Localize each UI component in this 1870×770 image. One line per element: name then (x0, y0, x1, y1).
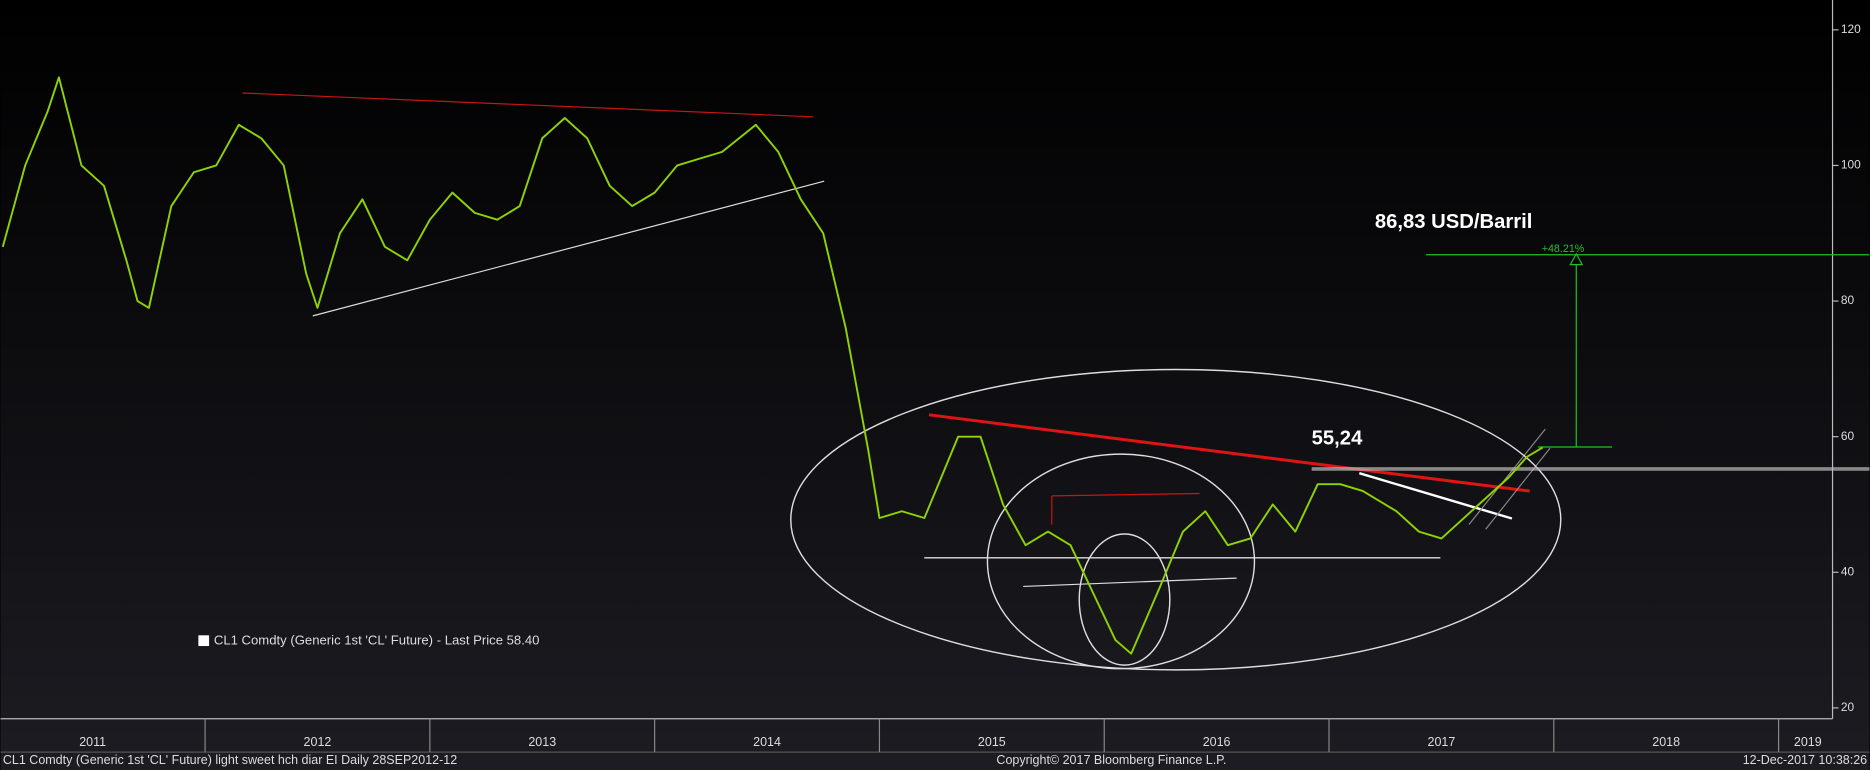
channel (1485, 447, 1551, 530)
y-tick-label: 80 (1841, 293, 1855, 307)
legend-swatch (198, 635, 210, 647)
x-tick-label: 2017 (1428, 735, 1456, 749)
y-tick-label: 40 (1841, 564, 1855, 578)
x-tick-label: 2018 (1652, 735, 1680, 749)
drawings (242, 92, 1613, 671)
trendline (312, 180, 825, 317)
x-tick-label: 2012 (304, 735, 332, 749)
ellipse (986, 453, 1256, 670)
footer-left: CL1 Comdty (Generic 1st 'CL' Future) lig… (3, 753, 457, 767)
y-tick-label: 120 (1841, 22, 1861, 36)
ellipse (1078, 533, 1171, 666)
annotation: +48.21% (1542, 243, 1585, 255)
target-arrowhead (1569, 252, 1584, 266)
footer-right: 12-Dec-2017 10:38:26 (1743, 753, 1867, 767)
y-tick-label: 20 (1841, 700, 1855, 714)
price-line (1, 76, 1544, 655)
x-tick-label: 2011 (79, 735, 106, 749)
x-tick-label: 2016 (1203, 735, 1231, 749)
trendline (1023, 577, 1237, 588)
y-tick-label: 100 (1841, 158, 1861, 172)
trendline (1051, 492, 1200, 497)
trendline (242, 92, 814, 118)
x-tick-label: 2013 (528, 735, 556, 749)
trendline (1358, 472, 1513, 520)
trendline (928, 413, 1530, 493)
y-tick-label: 60 (1841, 429, 1855, 443)
x-tick-label: 2019 (1794, 735, 1822, 749)
footer-center: Copyright© 2017 Bloomberg Finance L.P. (996, 753, 1226, 767)
ellipse (790, 368, 1562, 671)
x-tick-label: 2014 (753, 735, 781, 749)
level-label: 86,83 USD/Barril (1375, 211, 1533, 233)
x-tick-label: 2015 (978, 735, 1006, 749)
legend-label: CL1 Comdty (Generic 1st 'CL' Future) - L… (214, 633, 540, 648)
channel (1468, 428, 1546, 525)
level-label: 55,24 (1312, 428, 1363, 450)
